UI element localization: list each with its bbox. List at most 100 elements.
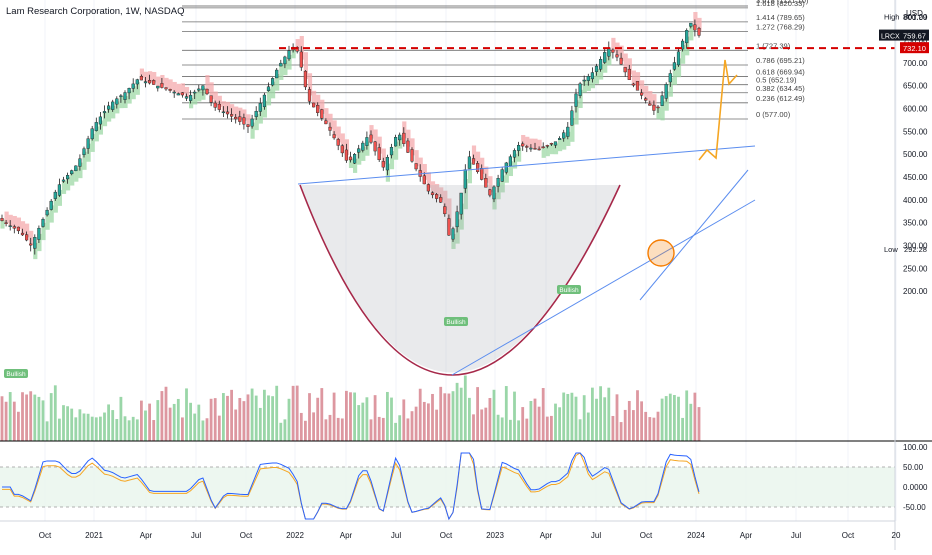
candle-body bbox=[29, 243, 33, 246]
volume-bar bbox=[17, 411, 20, 441]
trend-band-segment bbox=[316, 94, 321, 109]
trend-band-segment bbox=[86, 143, 91, 162]
candle-body bbox=[115, 98, 119, 105]
candle-body bbox=[131, 83, 135, 89]
volume-bar bbox=[422, 401, 426, 441]
candle-body bbox=[603, 52, 607, 63]
candle-body bbox=[70, 170, 74, 175]
candle-body bbox=[660, 95, 664, 106]
trend-band-segment bbox=[488, 176, 493, 193]
candle-body bbox=[160, 83, 164, 88]
time-tick-label: 2021 bbox=[85, 531, 103, 540]
candle-body bbox=[16, 226, 20, 232]
trend-band-segment bbox=[369, 125, 374, 139]
candle-body bbox=[574, 93, 578, 107]
volume-bar bbox=[336, 417, 340, 441]
volume-bar bbox=[447, 393, 451, 441]
price-tick-label: 350.00 bbox=[903, 219, 928, 228]
trend-band bbox=[0, 12, 702, 260]
candle-body bbox=[492, 186, 496, 200]
trend-band-segment bbox=[599, 64, 604, 80]
candle-body bbox=[615, 54, 619, 58]
last-price-bg bbox=[900, 29, 929, 41]
trend-band-segment bbox=[685, 36, 690, 56]
candle-body bbox=[406, 140, 410, 153]
price-axis[interactable]: USD 200.00 250.00 300.00 350.00 400.00 450.00 5… bbox=[879, 0, 932, 550]
volume-bar bbox=[390, 397, 393, 441]
candle-body bbox=[49, 200, 53, 210]
trend-band-segment bbox=[189, 97, 194, 109]
fibonacci-levels: 0 (577.00)0.236 (612.49)0.382 (634.45)0.… bbox=[182, 0, 809, 120]
volume-bar bbox=[660, 398, 664, 441]
volume-bar bbox=[254, 395, 258, 441]
annotation-tag bbox=[4, 369, 28, 378]
trend-band-segment bbox=[381, 148, 386, 165]
trend-band-segment bbox=[467, 162, 472, 184]
annotation-text: Bullish bbox=[559, 287, 579, 294]
volume-bar bbox=[533, 398, 537, 441]
volume-bar bbox=[62, 405, 65, 441]
candle-body bbox=[299, 51, 303, 68]
volume-bar bbox=[640, 401, 643, 441]
candle-body bbox=[123, 92, 127, 100]
volume-bar bbox=[541, 388, 545, 441]
time-axis[interactable]: Oct 2021 Apr Jul Oct 2022 Apr Jul Oct 2023 Apr Jul O… bbox=[0, 520, 901, 540]
volume-bar bbox=[271, 396, 274, 441]
volume-bar bbox=[299, 412, 303, 441]
candle-body bbox=[648, 103, 652, 106]
trend-band-segment bbox=[619, 45, 624, 62]
volume-bar bbox=[0, 396, 4, 441]
candle-body bbox=[459, 192, 463, 215]
price-tick-label: 200.00 bbox=[903, 287, 928, 296]
candle-body bbox=[578, 83, 582, 96]
annotation-tag bbox=[557, 285, 581, 294]
candle-body bbox=[676, 51, 681, 66]
trend-band-segment bbox=[168, 79, 173, 90]
candle-body bbox=[566, 126, 570, 137]
candle-body bbox=[41, 218, 45, 227]
candle-body bbox=[275, 69, 279, 79]
candle-body bbox=[471, 158, 476, 165]
trend-band-segment bbox=[33, 242, 38, 260]
candle-body bbox=[250, 118, 254, 127]
volume-bar bbox=[377, 416, 381, 441]
candle-body bbox=[689, 22, 693, 27]
trend-band-segment bbox=[640, 80, 645, 95]
trend-band-segment bbox=[656, 107, 661, 120]
fib-level-label: 1.414 (789.65) bbox=[756, 13, 805, 22]
trend-band-segment bbox=[353, 158, 358, 173]
volume-bar bbox=[41, 400, 45, 441]
candle-body bbox=[594, 65, 599, 72]
volume-bar bbox=[373, 395, 377, 441]
trend-band-segment bbox=[283, 60, 288, 76]
fib-level-label: 0.786 (695.21) bbox=[756, 56, 805, 65]
volume-bar bbox=[402, 399, 406, 441]
volume-bar bbox=[545, 416, 549, 441]
volume-bar bbox=[94, 417, 98, 441]
candle-body bbox=[279, 62, 283, 67]
time-tick-label: Apr bbox=[340, 531, 353, 540]
volume-bar bbox=[99, 416, 102, 441]
volume-bar bbox=[49, 393, 53, 441]
trend-band-segment bbox=[94, 126, 99, 142]
volume-bar bbox=[627, 400, 631, 441]
annotation-tag bbox=[444, 317, 468, 326]
cup-fill bbox=[300, 185, 620, 373]
candle-body bbox=[340, 145, 344, 154]
candle-body bbox=[135, 79, 139, 85]
candle-body bbox=[312, 102, 316, 108]
volume-bar bbox=[623, 409, 627, 441]
trend-band-segment bbox=[558, 139, 563, 152]
upper-trendline bbox=[297, 145, 756, 185]
volume-bar bbox=[295, 385, 299, 441]
volume-bar bbox=[353, 392, 356, 441]
volume-bar bbox=[410, 411, 414, 441]
trend-band-segment bbox=[422, 163, 427, 180]
trend-band-segment bbox=[12, 215, 17, 228]
candle-body bbox=[102, 111, 107, 114]
trend-band-segment bbox=[603, 57, 608, 73]
volume-bar bbox=[591, 387, 594, 441]
volume-bar bbox=[463, 375, 467, 441]
low-value: 292.28 bbox=[904, 245, 927, 254]
